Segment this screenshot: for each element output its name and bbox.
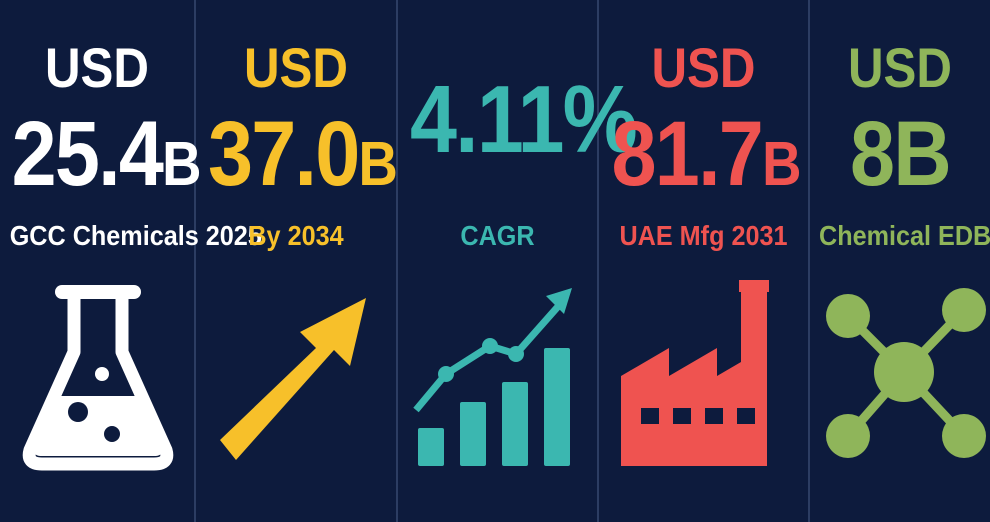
arrow-up-right-icon xyxy=(220,298,366,460)
molecule-icon xyxy=(826,288,986,458)
stat-label: Chemical EDB xyxy=(819,220,990,251)
currency-prefix: USD xyxy=(847,36,953,99)
divider xyxy=(194,0,196,522)
stat-label: GCC Chemicals 2025 xyxy=(9,220,262,251)
currency-prefix: USD xyxy=(243,36,349,99)
stat-value: 81.7B xyxy=(612,108,802,200)
stat-panel-gcc-chemicals: USD 25.4B GCC Chemicals 2025 xyxy=(0,0,262,522)
value-number: 81.7 xyxy=(611,103,764,205)
value-number: 4.11% xyxy=(409,66,638,173)
stat-label: CAGR xyxy=(460,220,535,251)
value-number: 37.0 xyxy=(208,103,360,205)
divider xyxy=(396,0,398,522)
stat-value: 25.4B xyxy=(12,108,202,200)
value-number: 8B xyxy=(850,103,952,205)
growth-chart-icon xyxy=(413,288,572,466)
currency-prefix: USD xyxy=(44,36,150,99)
stat-value: 8B xyxy=(821,108,979,200)
stat-panel-cagr: 4.11% CAGR xyxy=(398,0,638,522)
divider xyxy=(597,0,599,522)
stat-value: 4.11% xyxy=(410,72,638,168)
stat-panel-2034: USD 37.0B By 2034 xyxy=(196,0,398,522)
stat-value: 37.0B xyxy=(208,108,398,200)
value-unit: B xyxy=(358,130,398,199)
flask-icon xyxy=(22,285,174,471)
factory-icon xyxy=(621,280,769,466)
value-unit: B xyxy=(762,130,802,199)
divider xyxy=(808,0,810,522)
stat-panel-uae-mfg: USD 81.7B UAE Mfg 2031 xyxy=(599,0,808,522)
stat-label: By 2034 xyxy=(248,220,344,251)
value-number: 25.4 xyxy=(11,103,164,205)
currency-prefix: USD xyxy=(651,36,756,99)
value-unit: B xyxy=(162,130,202,199)
stat-panel-chemical-edb: USD 8B Chemical EDB xyxy=(810,0,990,522)
stat-label: UAE Mfg 2031 xyxy=(619,220,788,251)
